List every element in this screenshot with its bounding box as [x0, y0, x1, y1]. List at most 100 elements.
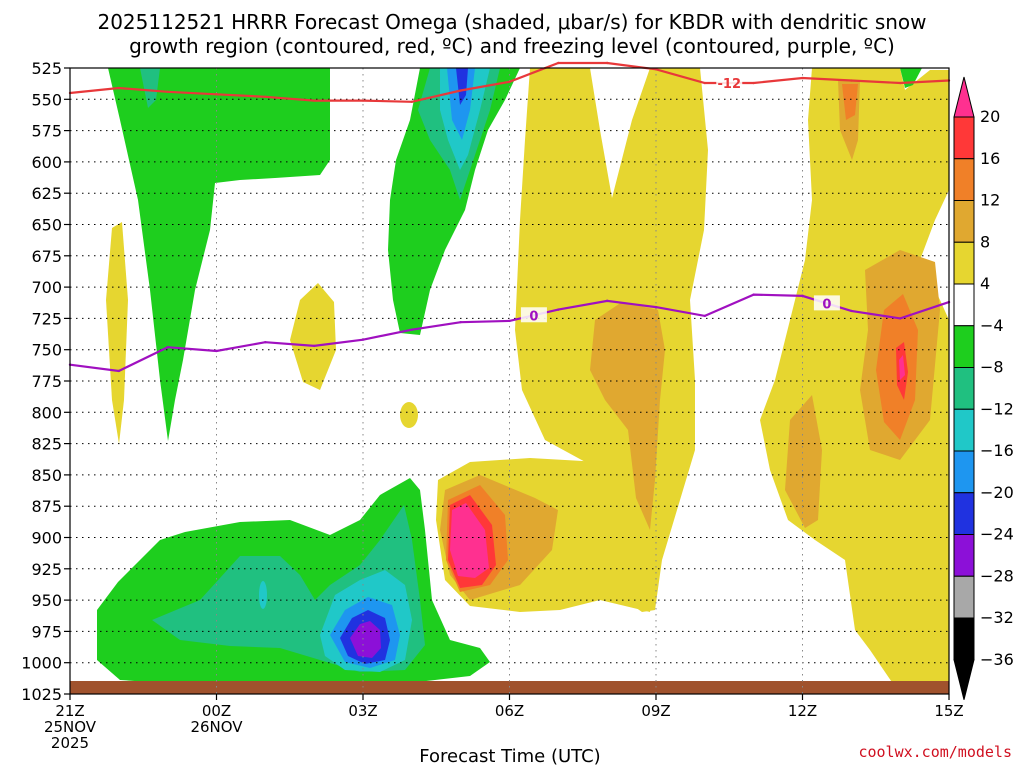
contour-point-1-9	[508, 319, 511, 323]
colorbar-band-10	[953, 534, 975, 577]
contour-label-bg-1-10	[520, 307, 547, 323]
contour-point-1-15	[801, 294, 804, 298]
colorbar-band-5	[953, 325, 975, 368]
x-tick-label-21Z-2: 25NOV	[44, 718, 97, 736]
contour-point-1-16	[850, 309, 853, 313]
y-tick-label-775: 775	[31, 372, 62, 391]
x-tick-label-21Z-3: 2025	[51, 734, 89, 752]
colorbar-label-12: −32	[980, 608, 1014, 627]
colorbar-band-0	[953, 116, 975, 160]
y-tick-label-625: 625	[31, 184, 62, 203]
colorbar-legend: 20 16 12 8 4 −4 −8 −12 −16 −20 −24 −28 −32 −36	[953, 76, 1014, 700]
contour-point-0-15	[801, 76, 804, 80]
contour-point-0-4	[264, 95, 267, 98]
credit-text: coolwx.com/models	[858, 743, 1012, 761]
x-tick-label-15Z-1: 15Z	[934, 702, 963, 720]
plot-area: -12 0 0	[68, 61, 951, 695]
omega-region-yellow-mid	[290, 283, 336, 390]
omega-region-magenta-right	[899, 355, 905, 380]
y-tick-label-550: 550	[31, 90, 62, 109]
colorbar-band-11	[953, 575, 975, 619]
contour-label-bg-1-16	[813, 295, 840, 311]
omega-region-purple-upper	[456, 68, 468, 105]
contour-point-0-1	[117, 86, 121, 90]
omega-region-darkorange-top	[842, 84, 858, 120]
omega-region-blue-upper	[447, 68, 475, 140]
omega-region-purple-lower	[350, 621, 381, 658]
y-tick-label-900: 900	[31, 529, 62, 548]
omega-region-green-upper-left	[108, 68, 330, 441]
contour-point-0-8	[459, 89, 462, 92]
contour-point-0-10	[557, 61, 560, 65]
contour-point-0-14	[752, 81, 755, 85]
y-tick-label-925: 925	[31, 560, 62, 579]
colorbar-label-11: −28	[980, 566, 1014, 585]
y-tick-label-600: 600	[31, 153, 62, 172]
colorbar-arrow-top	[953, 76, 975, 118]
colorbar-label-7: −12	[980, 399, 1014, 418]
y-tick-label-725: 725	[31, 309, 62, 328]
contour-point-1-13	[703, 314, 707, 318]
contour-point-0-7	[410, 100, 414, 104]
contour-point-1-6	[361, 338, 365, 341]
y-tick-label-1025: 1025	[21, 685, 62, 704]
omega-region-green-upper-center	[388, 68, 520, 335]
y-tick-label-850: 850	[31, 466, 62, 485]
colorbar-band-8	[953, 450, 975, 494]
colorbar-label-5: −4	[980, 316, 1004, 335]
contour-point-1-14	[752, 293, 755, 296]
colorbar-label-1: 16	[980, 149, 1000, 168]
x-tick-label-00Z-1: 00Z	[202, 702, 231, 720]
contour-point-1-12	[654, 305, 658, 309]
x-tick-label-21Z-1: 21Z	[55, 702, 84, 720]
contour-label-bg-0-14	[716, 75, 743, 91]
colorbar-band-2	[953, 200, 975, 243]
contour-point-1-10	[557, 308, 560, 311]
contour-point-0-12	[654, 68, 658, 71]
y-tick-label-700: 700	[31, 278, 62, 297]
temperature-contours: -12 0 0	[68, 61, 951, 373]
colorbar-band-12	[953, 617, 975, 661]
colorbar-label-6: −8	[980, 358, 1004, 377]
contour-point-1-17	[898, 317, 902, 320]
omega-region-teal-upper	[140, 68, 160, 108]
y-tick-label-950: 950	[31, 591, 62, 610]
contour-point-1-1	[117, 369, 121, 373]
x-tick-label-12Z-1: 12Z	[788, 702, 817, 720]
chart-title-line2: growth region (contoured, red, ºC) and f…	[129, 34, 895, 58]
colorbar-label-2: 12	[980, 191, 1000, 210]
contour-point-0-11	[605, 61, 609, 65]
x-tick-label-00Z-2: 26NOV	[190, 718, 243, 736]
omega-shading	[97, 68, 949, 694]
y-tick-label-525: 525	[31, 59, 62, 78]
y-tick-label-1000: 1000	[21, 654, 62, 673]
colorbar-band-3	[953, 241, 975, 285]
omega-region-orange-lower-right	[785, 395, 822, 528]
y-tick-label-825: 825	[31, 435, 62, 454]
y-axis: 525 550 575 600 625 650 675 700 725 750 775 800 825 8…	[21, 59, 70, 704]
omega-region-yellow-right	[760, 68, 949, 694]
contour-point-1-2	[166, 345, 169, 349]
colorbar-band-9	[953, 492, 975, 535]
y-tick-label-750: 750	[31, 341, 62, 360]
y-tick-label-575: 575	[31, 122, 62, 141]
contour-point-1-8	[459, 320, 462, 324]
colorbar-label-8: −16	[980, 441, 1014, 460]
colorbar-label-3: 8	[980, 232, 990, 251]
omega-region-teal-spot	[259, 581, 267, 609]
colorbar-arrow-bottom	[953, 659, 975, 700]
contour-point-0-13	[703, 81, 707, 85]
colorbar-band-4	[953, 283, 975, 327]
contour-point-1-4	[264, 340, 267, 344]
x-tick-label-09Z-1: 09Z	[641, 702, 670, 720]
colorbar-band-1	[953, 158, 975, 201]
colorbar-label-10: −24	[980, 525, 1014, 544]
contour-label-1-10: 0	[529, 309, 538, 324]
x-tick-label-06Z-1: 06Z	[495, 702, 524, 720]
colorbar-label-4: 4	[980, 274, 990, 293]
contour-point-0-6	[361, 99, 365, 102]
y-tick-label-675: 675	[31, 247, 62, 266]
contour-label-0-14: -12	[718, 77, 742, 92]
